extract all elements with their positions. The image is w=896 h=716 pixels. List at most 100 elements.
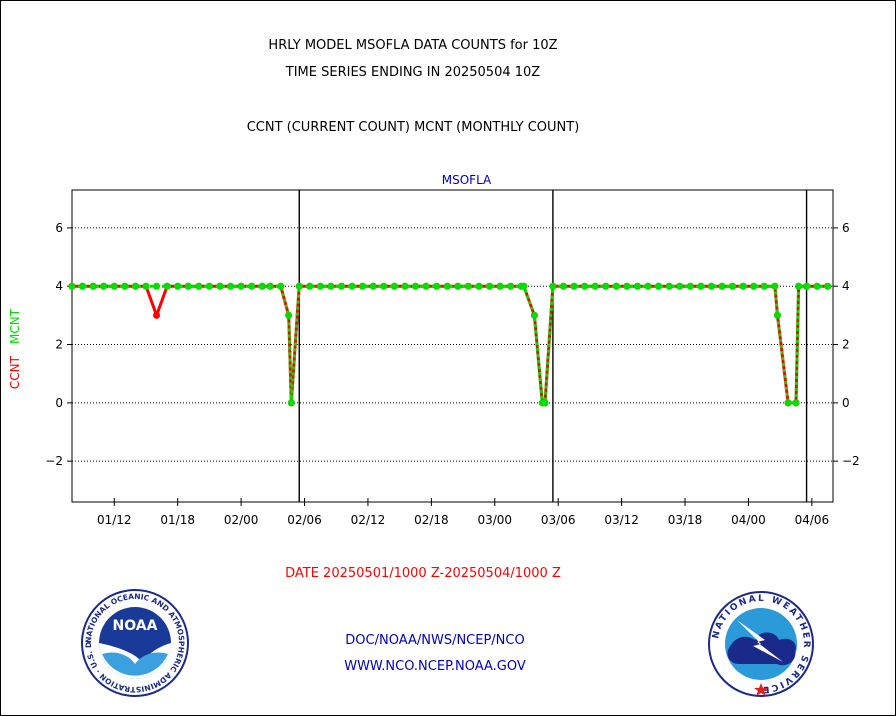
data-point-mcnt [163, 282, 171, 290]
data-point-mcnt [131, 282, 139, 290]
data-point-mcnt [338, 282, 346, 290]
data-point-mcnt [412, 282, 420, 290]
data-point-mcnt [633, 282, 641, 290]
y-tick-label-right: 4 [842, 279, 850, 293]
data-point-mcnt [655, 282, 663, 290]
x-tick-label: 02/12 [351, 513, 386, 527]
data-point-mcnt [195, 282, 203, 290]
data-point-mcnt [295, 282, 303, 290]
x-tick-label: 03/06 [541, 513, 576, 527]
data-point-mcnt [153, 282, 161, 290]
data-point-mcnt [443, 282, 451, 290]
data-point-mcnt [359, 282, 367, 290]
data-point-mcnt [306, 282, 314, 290]
x-tick-label: 03/18 [668, 513, 703, 527]
x-tick-label: 04/00 [731, 513, 766, 527]
data-point-mcnt [287, 399, 295, 407]
x-tick-label: 03/00 [477, 513, 512, 527]
data-point-mcnt [665, 282, 673, 290]
data-point-mcnt [68, 282, 76, 290]
data-point-mcnt [795, 282, 803, 290]
data-point-mcnt [549, 282, 557, 290]
data-point-mcnt [380, 282, 388, 290]
nws-lightning-icon [737, 620, 783, 662]
data-point-mcnt [216, 282, 224, 290]
nws-star-icon [754, 683, 768, 696]
data-point-mcnt [803, 282, 811, 290]
data-point-mcnt [237, 282, 245, 290]
data-point-mcnt [110, 282, 118, 290]
nco-website-link[interactable]: WWW.NCO.NCEP.NOAA.GOV [344, 659, 526, 674]
data-point-mcnt [813, 282, 821, 290]
data-point-mcnt [390, 282, 398, 290]
plot-area [71, 189, 834, 503]
x-tick-label: 01/12 [97, 513, 132, 527]
series-line-mcnt [72, 284, 828, 405]
data-point-mcnt [142, 282, 150, 290]
data-point-mcnt [581, 282, 589, 290]
data-point-mcnt [559, 282, 567, 290]
y-tick-label-right: 0 [842, 396, 850, 410]
data-point-mcnt [285, 311, 293, 319]
data-point-mcnt [520, 282, 528, 290]
data-point-mcnt [316, 282, 324, 290]
y-tick-label-left: 2 [55, 338, 63, 352]
data-point-mcnt [248, 282, 256, 290]
data-point-mcnt [100, 282, 108, 290]
data-point-mcnt [496, 282, 504, 290]
y-tick-label-left: 0 [55, 396, 63, 410]
data-point-mcnt [89, 282, 97, 290]
x-tick-label: 02/18 [414, 513, 449, 527]
chart-title-line1: HRLY MODEL MSOFLA DATA COUNTS for 10Z [268, 38, 558, 53]
x-tick-label: 01/18 [160, 513, 195, 527]
y-tick-label-left: 6 [55, 221, 63, 235]
noaa-logo-text: NOAA [113, 618, 158, 634]
x-tick-label: 02/00 [224, 513, 259, 527]
y-axis-label-ccnt: CCNT [8, 355, 22, 389]
data-point-mcnt [729, 282, 737, 290]
y-axis-label-mcnt: MCNT [8, 308, 22, 344]
data-point-mcnt [530, 311, 538, 319]
data-point-mcnt [369, 282, 377, 290]
data-point-mcnt [750, 282, 758, 290]
data-point-mcnt [739, 282, 747, 290]
date-range-label: DATE 20250501/1000 Z-20250504/1000 Z [285, 566, 561, 581]
data-point-mcnt [475, 282, 483, 290]
y-tick-label-left: 4 [55, 279, 63, 293]
data-point-mcnt [644, 282, 652, 290]
data-point-mcnt [760, 282, 768, 290]
data-point-mcnt [174, 282, 182, 290]
noaa-logo: NATIONAL OCEANIC AND ATMOSPHERIC ADMINIS… [80, 588, 189, 697]
data-point-mcnt [623, 282, 631, 290]
data-point-mcnt [277, 282, 285, 290]
y-axis-label: CCNT MCNT [8, 308, 22, 389]
chart-title-line2: TIME SERIES ENDING IN 20250504 10Z [285, 65, 541, 80]
data-point-mcnt [612, 282, 620, 290]
data-point-mcnt [507, 282, 515, 290]
data-point-mcnt [591, 282, 599, 290]
data-point-mcnt [707, 282, 715, 290]
data-point-mcnt [227, 282, 235, 290]
nco-link[interactable]: DOC/NOAA/NWS/NCEP/NCO [345, 633, 525, 648]
data-point-mcnt [541, 399, 549, 407]
data-point-mcnt [824, 282, 832, 290]
data-point-mcnt [792, 399, 800, 407]
data-point-ccnt [153, 311, 161, 319]
data-point-mcnt [784, 399, 792, 407]
data-point-mcnt [676, 282, 684, 290]
y-tick-label-right: −2 [842, 454, 860, 468]
plot-title: MSOFLA [442, 173, 492, 187]
data-point-mcnt [718, 282, 726, 290]
data-point-mcnt [602, 282, 610, 290]
data-point-mcnt [771, 282, 779, 290]
data-point-mcnt [433, 282, 441, 290]
data-point-mcnt [79, 282, 87, 290]
data-point-mcnt [774, 311, 782, 319]
y-tick-label-right: 2 [842, 338, 850, 352]
data-point-mcnt [570, 282, 578, 290]
data-point-mcnt [184, 282, 192, 290]
y-tick-label-left: −2 [45, 454, 63, 468]
data-point-mcnt [258, 282, 266, 290]
x-tick-label: 02/06 [287, 513, 322, 527]
